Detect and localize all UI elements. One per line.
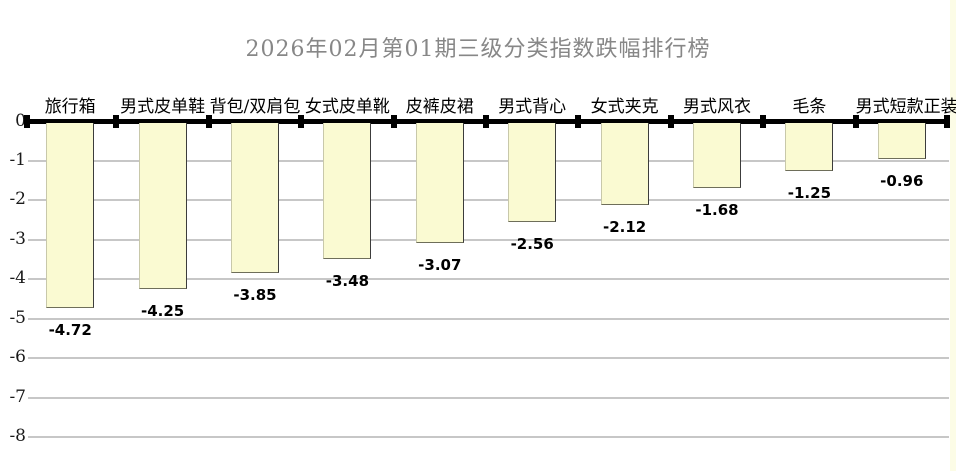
- bar: [693, 123, 741, 188]
- gridline: [28, 278, 949, 281]
- axis-tick: [390, 115, 397, 128]
- value-label: -3.85: [233, 286, 277, 305]
- axis-tick: [24, 115, 30, 128]
- axis-tick: [205, 115, 212, 128]
- axis-tick: [944, 115, 950, 128]
- axis-tick: [298, 115, 305, 128]
- y-axis-label: -4: [9, 268, 26, 289]
- bar: [785, 123, 834, 171]
- value-label: -4.72: [48, 320, 92, 339]
- bar: [415, 123, 464, 243]
- bar: [877, 123, 926, 160]
- bar: [46, 123, 95, 308]
- y-axis-label: 0: [15, 110, 26, 131]
- gridline: [28, 317, 949, 320]
- value-label: -0.96: [880, 172, 924, 191]
- value-label: -2.56: [510, 235, 554, 254]
- axis-tick: [852, 115, 859, 128]
- gridline: [28, 436, 949, 439]
- chart-title: 2026年02月第01期三级分类指数跌幅排行榜: [245, 37, 711, 62]
- bar: [323, 123, 372, 259]
- category-label: 旅行箱: [44, 97, 96, 117]
- gridline: [28, 357, 949, 360]
- category-label: 皮裤皮裙: [405, 97, 474, 117]
- axis-tick: [113, 115, 120, 128]
- bar: [508, 123, 557, 223]
- category-label: 背包/双肩包: [209, 97, 301, 117]
- y-axis-label: -2: [9, 189, 26, 210]
- bar: [138, 123, 187, 290]
- axis-tick: [760, 115, 767, 128]
- category-label: 毛条: [792, 97, 827, 117]
- value-label: -2.12: [602, 218, 647, 237]
- gridline: [28, 159, 949, 162]
- gridline: [28, 396, 949, 399]
- axis-tick: [575, 115, 582, 128]
- plot-right-edge: [950, 0, 956, 471]
- category-label: 男式皮单鞋: [120, 97, 206, 117]
- axis-tick: [667, 115, 674, 128]
- value-label: -1.25: [787, 183, 832, 202]
- category-label: 女式皮单靴: [304, 97, 390, 117]
- value-label: -4.25: [140, 302, 185, 321]
- y-axis-label: -8: [9, 426, 26, 447]
- value-label: -1.68: [695, 200, 739, 219]
- value-label: -3.07: [418, 255, 462, 274]
- category-label: 男式背心: [498, 97, 567, 117]
- category-label: 男式风衣: [682, 97, 751, 117]
- gridline: [28, 199, 949, 202]
- gridline: [28, 238, 949, 241]
- y-axis-label: -6: [9, 347, 26, 368]
- category-label: 女式夹克: [590, 97, 659, 117]
- category-label: 男式短款正装: [855, 97, 956, 117]
- value-label: -3.48: [325, 271, 370, 290]
- y-axis-label: -5: [9, 307, 26, 328]
- y-axis-label: -3: [9, 228, 26, 249]
- y-axis-label: -1: [9, 149, 26, 170]
- bar: [231, 123, 279, 274]
- y-axis-label: -7: [9, 386, 26, 407]
- bar: [600, 123, 649, 206]
- axis-tick: [483, 115, 489, 128]
